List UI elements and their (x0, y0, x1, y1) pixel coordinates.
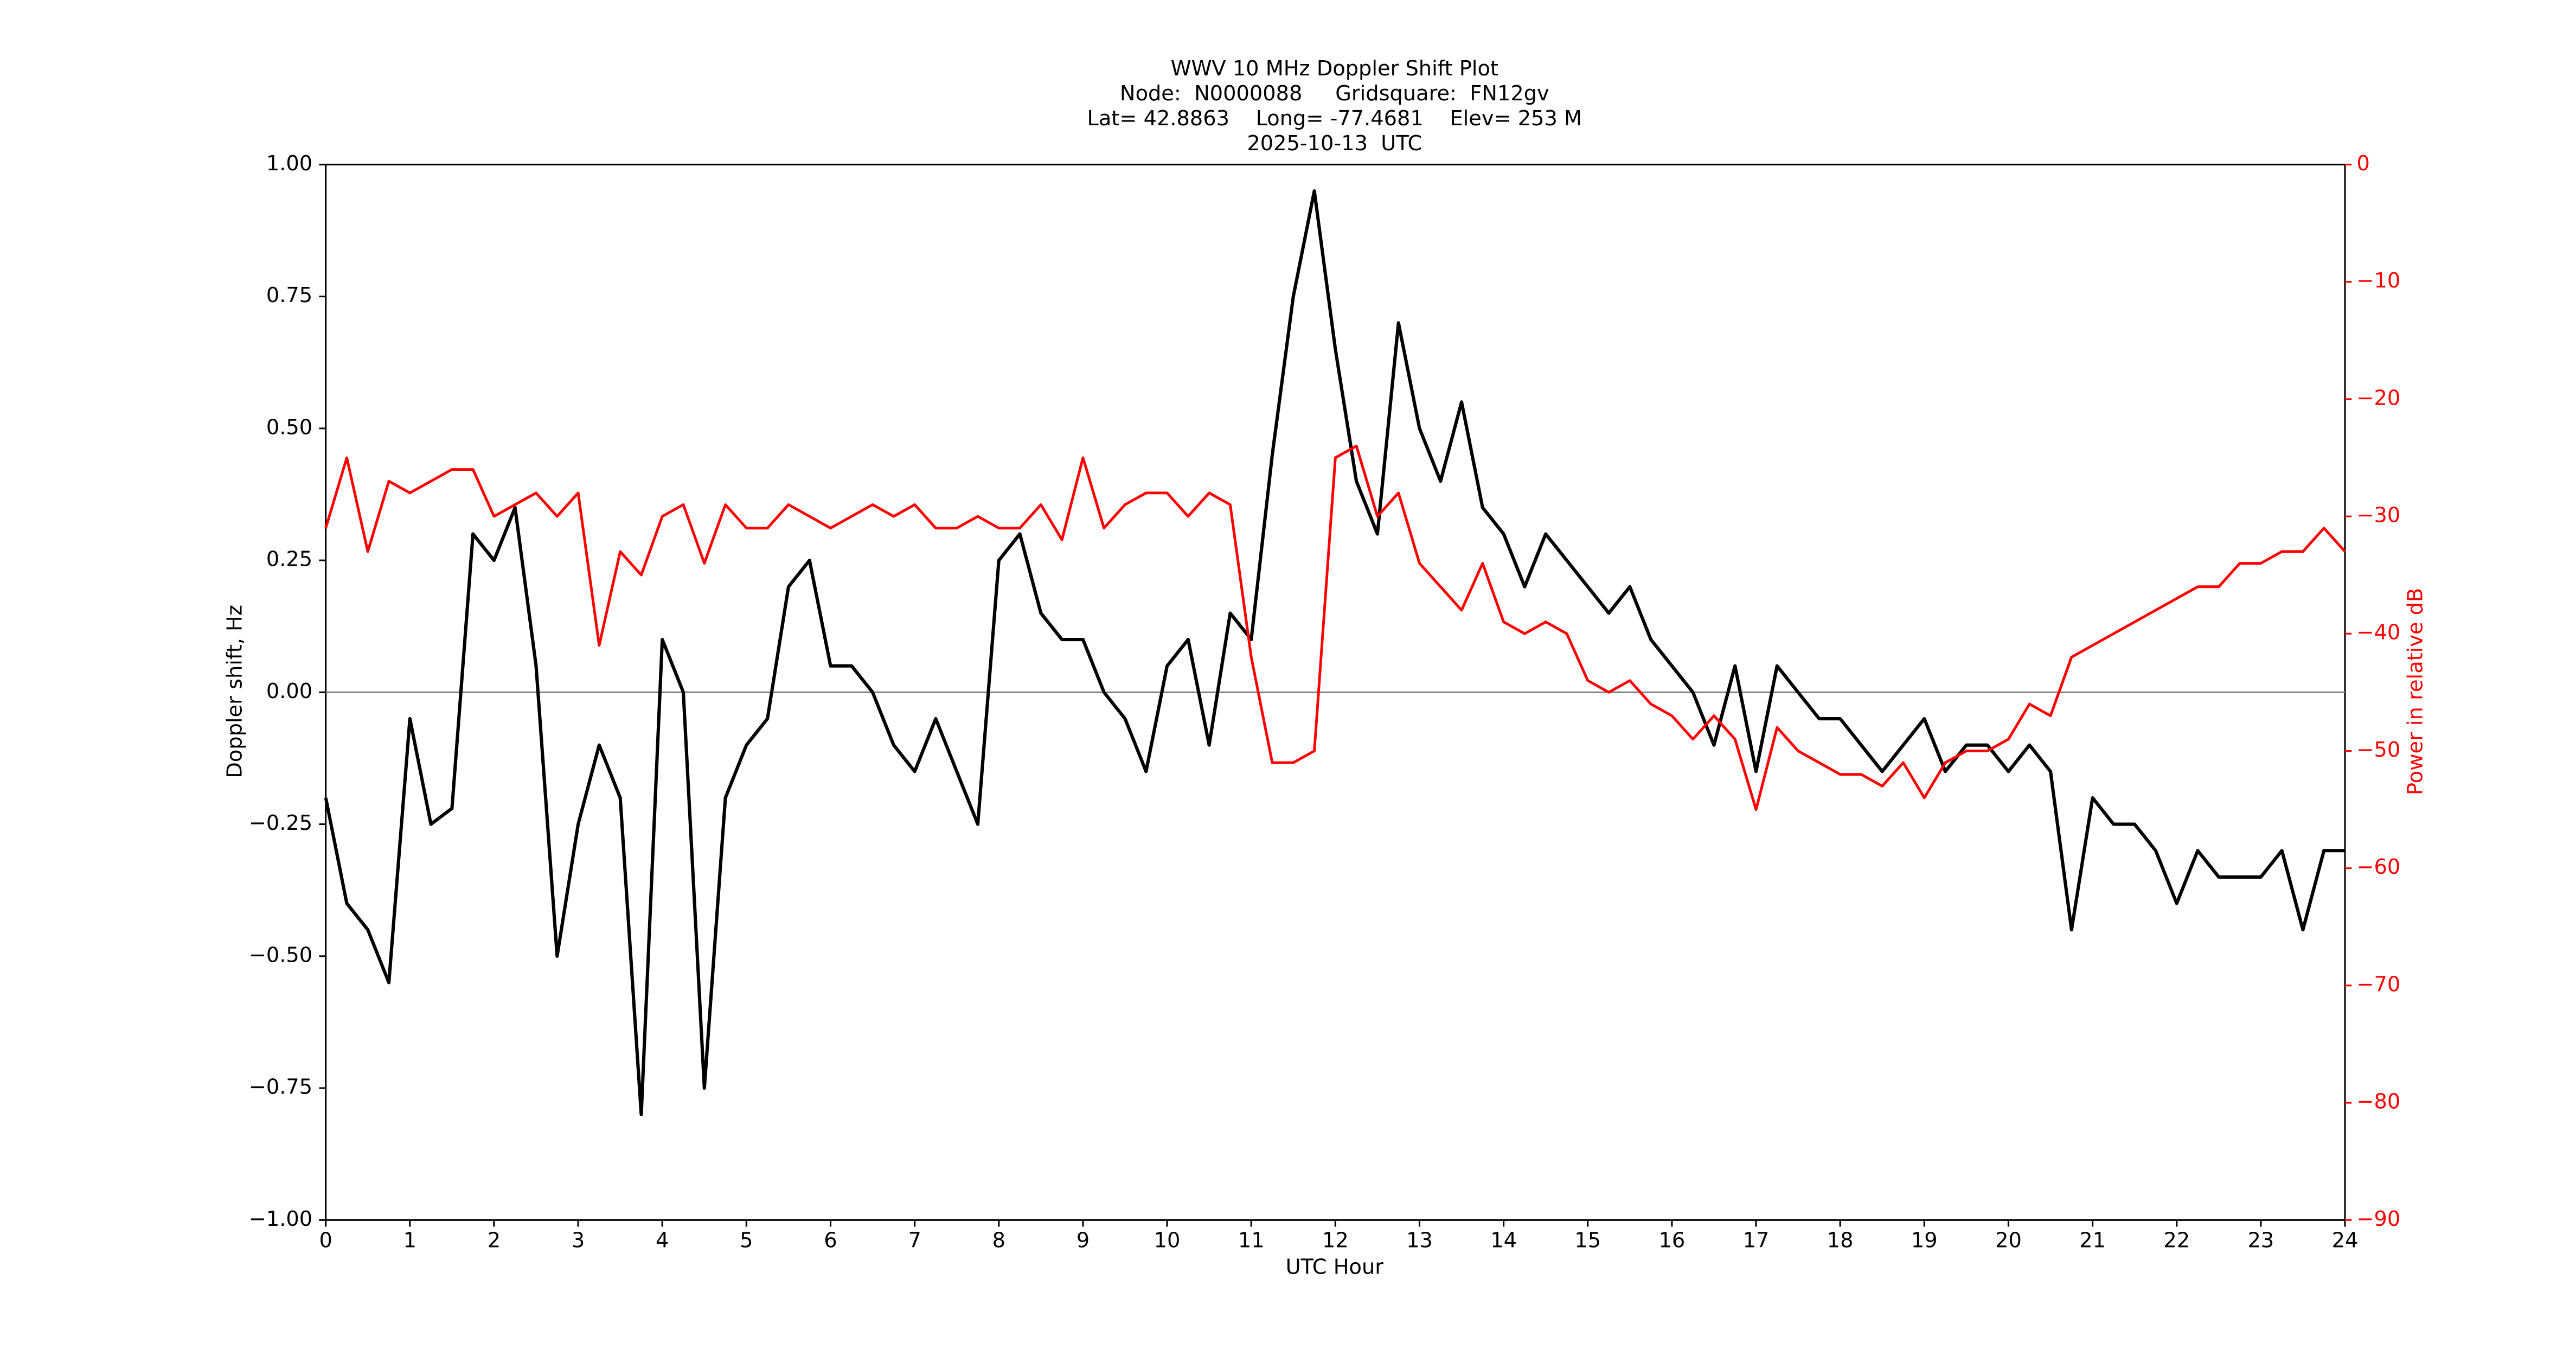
title-line: Node: N0000088 Gridsquare: FN12gv (1120, 81, 1549, 106)
x-tick-label: 15 (1574, 1229, 1601, 1253)
x-tick-label: 5 (740, 1229, 753, 1253)
y2-tick-label: −50 (2356, 738, 2400, 762)
y-tick-label: 0.00 (266, 679, 312, 703)
y2-tick-label: −40 (2356, 621, 2400, 645)
x-tick-label: 23 (2248, 1229, 2274, 1253)
x-tick-label: 7 (908, 1229, 921, 1253)
x-tick-label: 17 (1743, 1229, 1770, 1253)
y-axis-label: Doppler shift, Hz (223, 605, 247, 778)
x-tick-label: 24 (2332, 1229, 2359, 1253)
x-tick-label: 20 (1995, 1229, 2022, 1253)
title-line: Lat= 42.8863 Long= -77.4681 Elev= 253 M (1087, 106, 1582, 131)
x-tick-label: 3 (572, 1229, 585, 1253)
x-tick-label: 4 (656, 1229, 669, 1253)
y2-tick-label: −60 (2356, 855, 2400, 879)
x-axis-label: UTC Hour (1286, 1255, 1384, 1280)
series-line (324, 444, 2346, 811)
x-tick-label: 9 (1076, 1229, 1090, 1253)
y2-tick-label: −30 (2356, 503, 2400, 528)
x-tick-label: 1 (403, 1229, 416, 1253)
x-tick-label: 21 (2079, 1229, 2106, 1253)
y2-tick-label: −90 (2356, 1207, 2400, 1231)
y2-tick-label: 0 (2356, 151, 2369, 176)
y2-tick-label: −20 (2356, 386, 2400, 410)
x-tick-label: 13 (1406, 1229, 1433, 1253)
y-tick-label: 0.50 (266, 415, 312, 439)
y2-axis-label: Power in relative dB (2403, 588, 2427, 795)
y-tick-label: −0.50 (249, 943, 312, 967)
y2-tick-label: −80 (2356, 1090, 2400, 1114)
y-tick-label: −0.75 (249, 1075, 312, 1099)
x-tick-label: 6 (824, 1229, 837, 1253)
y-tick-label: 0.25 (266, 547, 312, 572)
title-line: 2025-10-13 UTC (1247, 131, 1422, 156)
x-tick-label: 0 (319, 1229, 332, 1253)
title-line: WWV 10 MHz Doppler Shift Plot (1171, 56, 1498, 81)
x-tick-label: 2 (488, 1229, 501, 1253)
x-tick-label: 12 (1322, 1229, 1349, 1253)
y2-tick-label: −10 (2356, 268, 2400, 293)
x-tick-label: 11 (1238, 1229, 1265, 1253)
x-tick-label: 19 (1911, 1229, 1938, 1253)
x-tick-label: 16 (1659, 1229, 1686, 1253)
y-tick-label: 1.00 (266, 151, 312, 176)
series-line (324, 189, 2346, 1116)
y-tick-label: 0.75 (266, 283, 312, 308)
x-tick-label: 18 (1827, 1229, 1854, 1253)
x-tick-label: 8 (992, 1229, 1005, 1253)
x-tick-label: 10 (1154, 1229, 1181, 1253)
x-tick-label: 14 (1490, 1229, 1517, 1253)
y-tick-label: −1.00 (249, 1207, 312, 1231)
y2-tick-label: −70 (2356, 972, 2400, 996)
x-tick-label: 22 (2163, 1229, 2190, 1253)
y-tick-label: −0.25 (249, 811, 312, 835)
